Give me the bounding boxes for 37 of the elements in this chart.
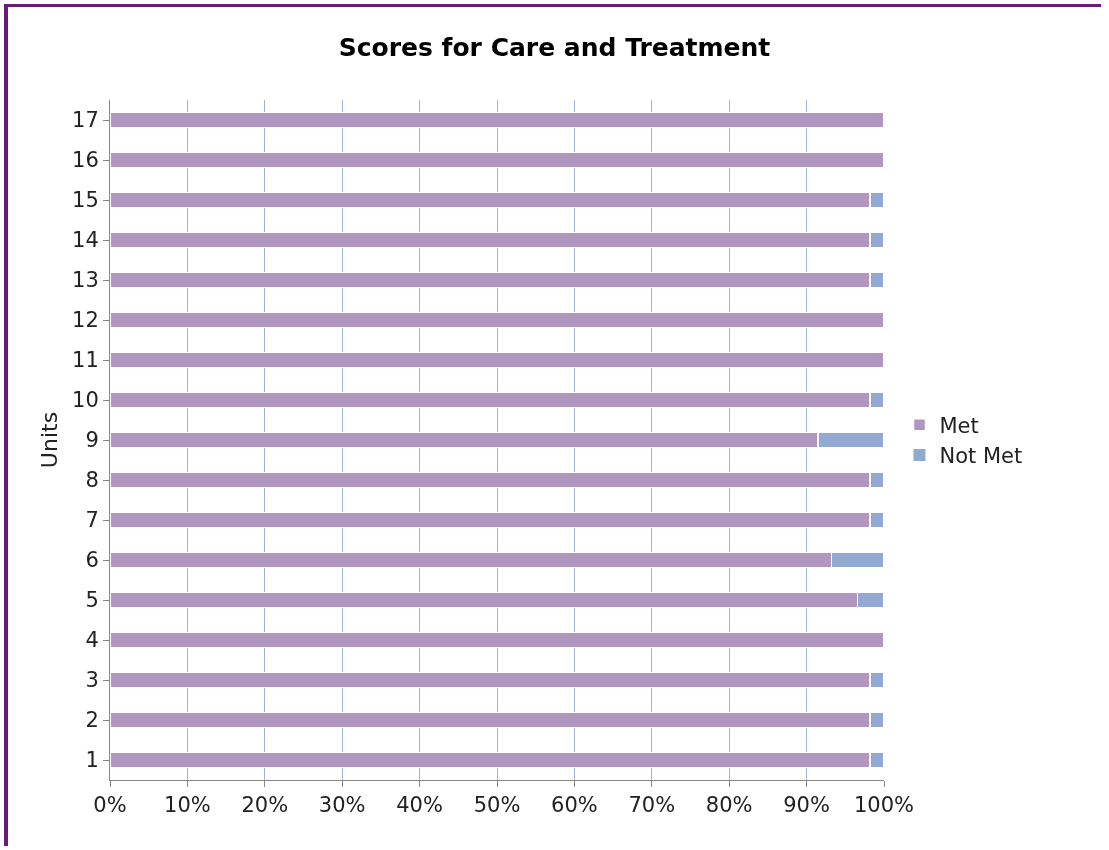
y-tick-label: 17 (72, 108, 99, 133)
y-tick-label: 12 (72, 308, 99, 333)
y-tick-label: 2 (85, 708, 99, 733)
y-tick-label: 9 (85, 428, 99, 453)
legend-label: Not Met (939, 444, 1023, 469)
y-tick-label: 8 (85, 468, 99, 493)
x-tick-label: 30% (318, 793, 366, 818)
x-tick-label: 90% (783, 793, 830, 818)
bar (110, 151, 884, 169)
y-tick-label: 11 (72, 348, 99, 373)
x-tick-label: 20% (241, 793, 289, 818)
y-tick-label: 16 (72, 148, 99, 173)
x-tick-label: 80% (705, 793, 753, 818)
y-tick-label: 7 (85, 508, 99, 533)
y-tick-label: 15 (72, 188, 99, 213)
y-tick-label: 14 (72, 228, 99, 253)
x-tick-label: 100% (853, 793, 915, 818)
x-tick-label: 50% (473, 793, 521, 818)
x-tick-label: 60% (551, 793, 598, 818)
x-tick-label: 0% (93, 793, 127, 818)
y-tick-label: 5 (85, 588, 99, 613)
y-tick-label: 3 (85, 668, 99, 693)
legend-label: Met (939, 413, 979, 438)
y-tick-label: 13 (72, 268, 99, 293)
y-tick-label: 1 (85, 748, 99, 773)
bar (110, 351, 884, 369)
y-tick-label: 4 (85, 628, 99, 653)
y-tick-label: 10 (72, 388, 99, 413)
x-tick-label: 70% (628, 793, 676, 818)
chart-title: Scores for Care and Treatment (338, 32, 771, 62)
x-tick-label: 40% (396, 793, 443, 818)
bar (110, 311, 884, 329)
bar (110, 111, 884, 129)
bar (110, 631, 884, 649)
y-axis-title: Units (36, 411, 62, 469)
x-tick-label: 10% (164, 793, 211, 818)
y-tick-label: 6 (85, 548, 99, 573)
